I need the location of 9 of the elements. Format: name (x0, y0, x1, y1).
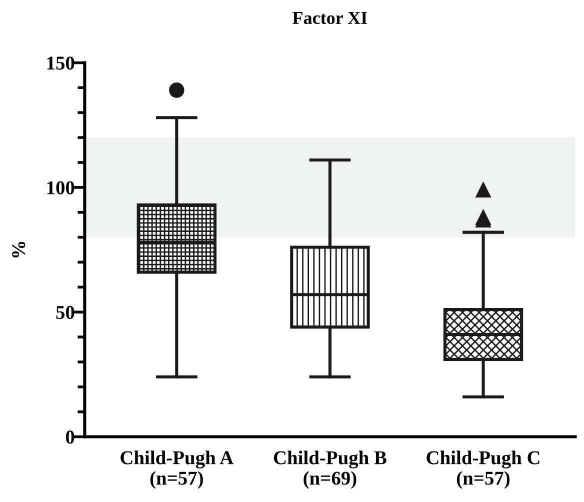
y-tick-label: 100 (47, 181, 74, 194)
y-tick-label: 0 (66, 430, 74, 444)
chart-title: Factor XI (292, 12, 368, 24)
y-axis-title: % (12, 242, 26, 258)
y-tick-label: 50 (56, 306, 74, 320)
x-tick-label: Child-Pugh A (n=57) (120, 450, 234, 489)
y-tick-label: 150 (47, 56, 74, 70)
x-tick-label: Child-Pugh C (n=57) (426, 450, 540, 489)
x-tick-label: Child-Pugh B (n=69) (274, 450, 386, 489)
